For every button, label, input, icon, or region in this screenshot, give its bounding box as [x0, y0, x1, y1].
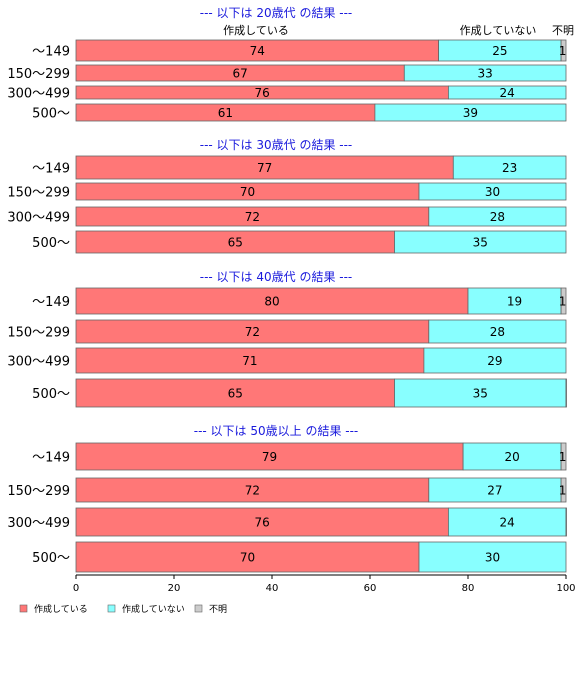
bar-value-label: 1 [559, 484, 567, 498]
bar-segment [428, 477, 562, 503]
group-title: --- 以下は 20歳代 の結果 --- [200, 6, 353, 20]
category-label: 500～ [32, 107, 70, 122]
category-label: ～149 [32, 295, 70, 310]
bar-segment [75, 442, 464, 471]
x-tick-label: 80 [462, 583, 475, 594]
legend-label: 作成している [34, 603, 88, 615]
bar-segment [418, 541, 567, 573]
legend-swatch [19, 604, 28, 613]
bar-value-label: 28 [490, 325, 505, 339]
x-tick-label: 100 [556, 583, 575, 594]
column-header-sakusei: 作成している [223, 24, 289, 37]
bar-value-label: 72 [245, 325, 260, 339]
category-label: 500～ [32, 551, 70, 566]
category-label: 500～ [32, 387, 70, 402]
bar-segment [423, 347, 567, 374]
bar-value-label: 76 [255, 86, 270, 100]
group-title: --- 以下は 30歳代 の結果 --- [200, 138, 353, 152]
bar-value-label: 19 [507, 295, 522, 309]
bar-segment [565, 507, 567, 537]
bar-segment [75, 378, 395, 408]
bar-value-label: 28 [490, 210, 505, 224]
bar-value-label: 70 [240, 551, 255, 565]
bar-segment [560, 39, 567, 62]
legend-swatch [107, 604, 116, 613]
bar-segment [418, 182, 567, 201]
bar-value-label: 71 [242, 354, 257, 368]
legend-label: 作成していない [122, 603, 185, 615]
bar-value-label: 1 [559, 295, 567, 309]
legend-label: 不明 [209, 604, 227, 615]
bar-segment [374, 103, 567, 122]
bar-value-label: 79 [262, 450, 277, 464]
bar-segment [75, 541, 420, 573]
bar-segment [560, 442, 567, 471]
bar-value-label: 30 [485, 551, 500, 565]
category-label: 300～499 [7, 87, 70, 102]
bar-segment [447, 85, 567, 100]
x-tick-label: 40 [266, 583, 279, 594]
bar-value-label: 24 [500, 86, 515, 100]
bar-value-label: 80 [264, 295, 279, 309]
bar-value-label: 29 [487, 354, 502, 368]
bar-segment [394, 230, 567, 254]
bar-value-label: 70 [240, 185, 255, 199]
category-label: 300～499 [7, 211, 70, 226]
bar-value-label: 76 [255, 516, 270, 530]
category-label: ～149 [32, 45, 70, 60]
bar-value-label: 35 [473, 236, 488, 250]
category-label: 500～ [32, 236, 70, 251]
group-title: --- 以下は 50歳以上 の結果 --- [194, 424, 359, 438]
bar-segment [462, 442, 562, 471]
bar-value-label: 65 [228, 236, 243, 250]
x-tick-label: 0 [73, 583, 79, 594]
bar-segment [75, 287, 469, 315]
bar-value-label: 35 [473, 387, 488, 401]
category-label: 150～299 [7, 484, 70, 499]
bar-segment [403, 64, 567, 82]
bar-value-label: 30 [485, 185, 500, 199]
bar-value-label: 27 [487, 484, 502, 498]
x-tick-label: 20 [168, 583, 181, 594]
bar-segment [428, 319, 567, 344]
bar-value-label: 74 [250, 44, 265, 58]
bar-segment [452, 155, 567, 180]
category-label: 300～499 [7, 355, 70, 370]
bar-value-label: 1 [559, 450, 567, 464]
bar-segment [75, 477, 430, 503]
bar-value-label: 72 [245, 484, 260, 498]
category-label: 150～299 [7, 67, 70, 82]
bar-segment [394, 378, 567, 408]
bar-segment [75, 507, 449, 537]
bar-value-label: 39 [463, 106, 478, 120]
category-label: 150～299 [7, 326, 70, 341]
bar-value-label: 77 [257, 161, 272, 175]
category-label: ～149 [32, 451, 70, 466]
bar-value-label: 1 [559, 44, 567, 58]
group-title: --- 以下は 40歳代 の結果 --- [200, 270, 353, 284]
bar-value-label: 33 [478, 67, 493, 81]
category-label: 150～299 [7, 186, 70, 201]
legend-swatch [194, 604, 203, 613]
bar-segment [428, 206, 567, 227]
category-label: ～149 [32, 162, 70, 177]
bar-value-label: 72 [245, 210, 260, 224]
bar-segment [560, 287, 567, 315]
bar-segment [75, 347, 425, 374]
x-tick-label: 60 [364, 583, 377, 594]
bar-segment [560, 477, 567, 503]
bar-value-label: 25 [492, 44, 507, 58]
bar-value-label: 65 [228, 387, 243, 401]
column-header-fumei: 不明 [552, 24, 574, 37]
bar-value-label: 61 [218, 106, 233, 120]
category-label: 300～499 [7, 516, 70, 531]
bar-value-label: 67 [233, 67, 248, 81]
bar-value-label: 24 [500, 516, 515, 530]
column-header-mi-sakusei: 作成していない [460, 24, 537, 37]
bar-value-label: 23 [502, 161, 517, 175]
bar-value-label: 20 [504, 450, 519, 464]
bar-segment [565, 378, 567, 408]
